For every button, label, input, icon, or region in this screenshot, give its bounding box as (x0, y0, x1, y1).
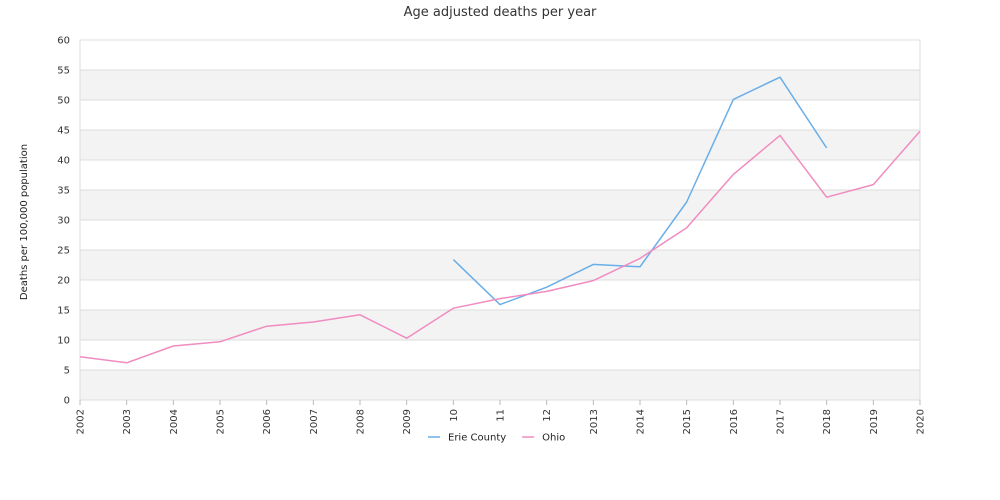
y-tick-label: 0 (64, 396, 70, 407)
grid-band (80, 70, 920, 100)
grid-band (80, 250, 920, 280)
x-tick-label: 2009 (402, 409, 413, 434)
grid-lines (79, 39, 921, 401)
x-tick-label: 2020 (916, 409, 927, 434)
y-tick-label: 60 (57, 36, 70, 47)
x-tick-label: 2014 (636, 409, 647, 434)
legend: Erie County Ohio (428, 433, 565, 444)
grid-band (80, 100, 920, 130)
x-tick-label: 2013 (589, 409, 600, 434)
y-axis-title: Deaths per 100,000 population (19, 144, 30, 300)
x-tick-label: 2019 (869, 409, 880, 434)
x-tick-label: 2017 (776, 409, 787, 434)
x-tick-label: 2016 (729, 409, 740, 434)
grid-band (80, 220, 920, 250)
grid-band (80, 370, 920, 400)
y-axis-ticks: 0 5 10 15 20 25 30 35 40 45 50 55 60 (57, 36, 70, 407)
chart-title: Age adjusted deaths per year (404, 5, 597, 20)
grid-band (80, 340, 920, 370)
x-tick-label: 12 (542, 409, 553, 422)
grid-band (80, 280, 920, 310)
x-tick-label: 2004 (169, 409, 180, 434)
x-axis-ticks: 2002 2003 2004 2005 2006 2007 2008 2009 10 11 12 20… (76, 400, 927, 434)
x-tick-label: 10 (449, 409, 460, 422)
x-tick-label: 2005 (216, 409, 227, 434)
y-tick-label: 30 (57, 216, 70, 227)
grid-band (80, 190, 920, 220)
x-tick-label: 11 (496, 409, 507, 422)
x-tick-label: 2003 (122, 409, 133, 434)
y-tick-label: 5 (64, 366, 70, 377)
legend-label: Ohio (542, 433, 565, 444)
y-tick-label: 45 (57, 126, 70, 137)
y-tick-label: 10 (57, 336, 70, 347)
x-tick-label: 2002 (76, 409, 87, 434)
y-tick-label: 15 (57, 306, 70, 317)
y-tick-label: 25 (57, 246, 70, 257)
legend-label: Erie County (448, 433, 506, 444)
x-tick-label: 2015 (682, 409, 693, 434)
grid-band (80, 310, 920, 340)
y-tick-label: 55 (57, 66, 70, 77)
grid-band (80, 40, 920, 70)
y-tick-label: 40 (57, 156, 70, 167)
grid-band (80, 160, 920, 190)
y-tick-label: 35 (57, 186, 70, 197)
series-lines (79, 76, 921, 364)
x-tick-label: 2007 (309, 409, 320, 434)
series-line-ohio (79, 130, 921, 364)
grid-band (80, 130, 920, 160)
y-tick-label: 20 (57, 276, 70, 287)
y-tick-label: 50 (57, 96, 70, 107)
x-tick-label: 2006 (262, 409, 273, 434)
series-line-erie-county (452, 76, 828, 306)
x-tick-label: 2018 (822, 409, 833, 434)
grid-bands (80, 40, 920, 400)
x-tick-label: 2008 (356, 409, 367, 434)
